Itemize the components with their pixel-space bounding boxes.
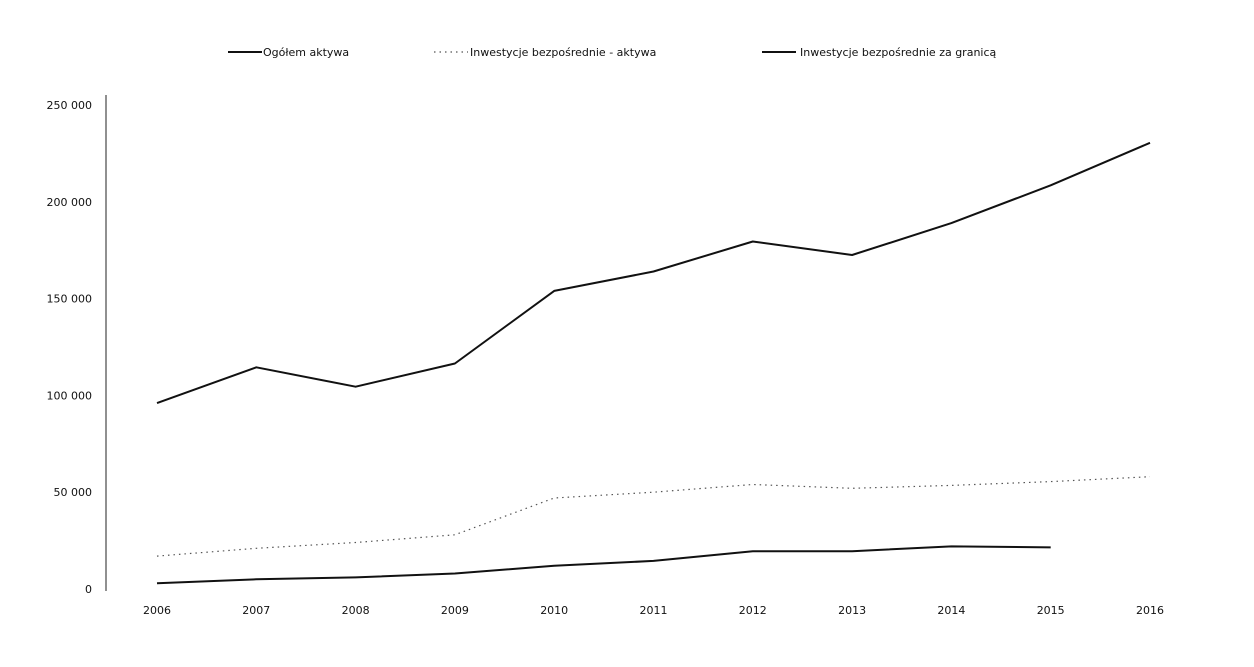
y-tick-label: 0 <box>85 583 92 596</box>
y-tick-label: 50 000 <box>54 486 93 499</box>
x-tick-label: 2016 <box>1136 604 1164 617</box>
series-line-1 <box>156 476 1151 557</box>
chart-series <box>156 141 1151 585</box>
x-tick-label: 2009 <box>441 604 469 617</box>
x-tick-label: 2007 <box>242 604 270 617</box>
x-tick-label: 2008 <box>342 604 370 617</box>
x-tick-label: 2006 <box>143 604 171 617</box>
x-tick-label: 2012 <box>739 604 767 617</box>
y-tick-label: 250 000 <box>47 99 93 112</box>
y-tick-label: 200 000 <box>47 196 93 209</box>
x-tick-label: 2013 <box>838 604 866 617</box>
chart-axes: 0 50 000 100 000 150 000 200 000 250 000 2006 2… <box>47 95 1164 617</box>
y-tick-label: 150 000 <box>47 293 93 306</box>
legend-label-1: Inwestycje bezpośrednie - aktywa <box>470 46 656 59</box>
x-tick-label: 2010 <box>540 604 568 617</box>
series-line-0 <box>156 141 1151 405</box>
x-tick-label: 2015 <box>1037 604 1065 617</box>
series-line-2 <box>156 545 1051 585</box>
legend-label-2: Inwestycje bezpośrednie za granicą <box>800 46 997 59</box>
x-tick-label: 2011 <box>640 604 668 617</box>
chart-legend: Ogółem aktywa Inwestycje bezpośrednie - a… <box>228 46 997 59</box>
y-tick-label: 100 000 <box>47 389 93 402</box>
legend-label-0: Ogółem aktywa <box>263 46 349 59</box>
x-tick-label: 2014 <box>937 604 965 617</box>
